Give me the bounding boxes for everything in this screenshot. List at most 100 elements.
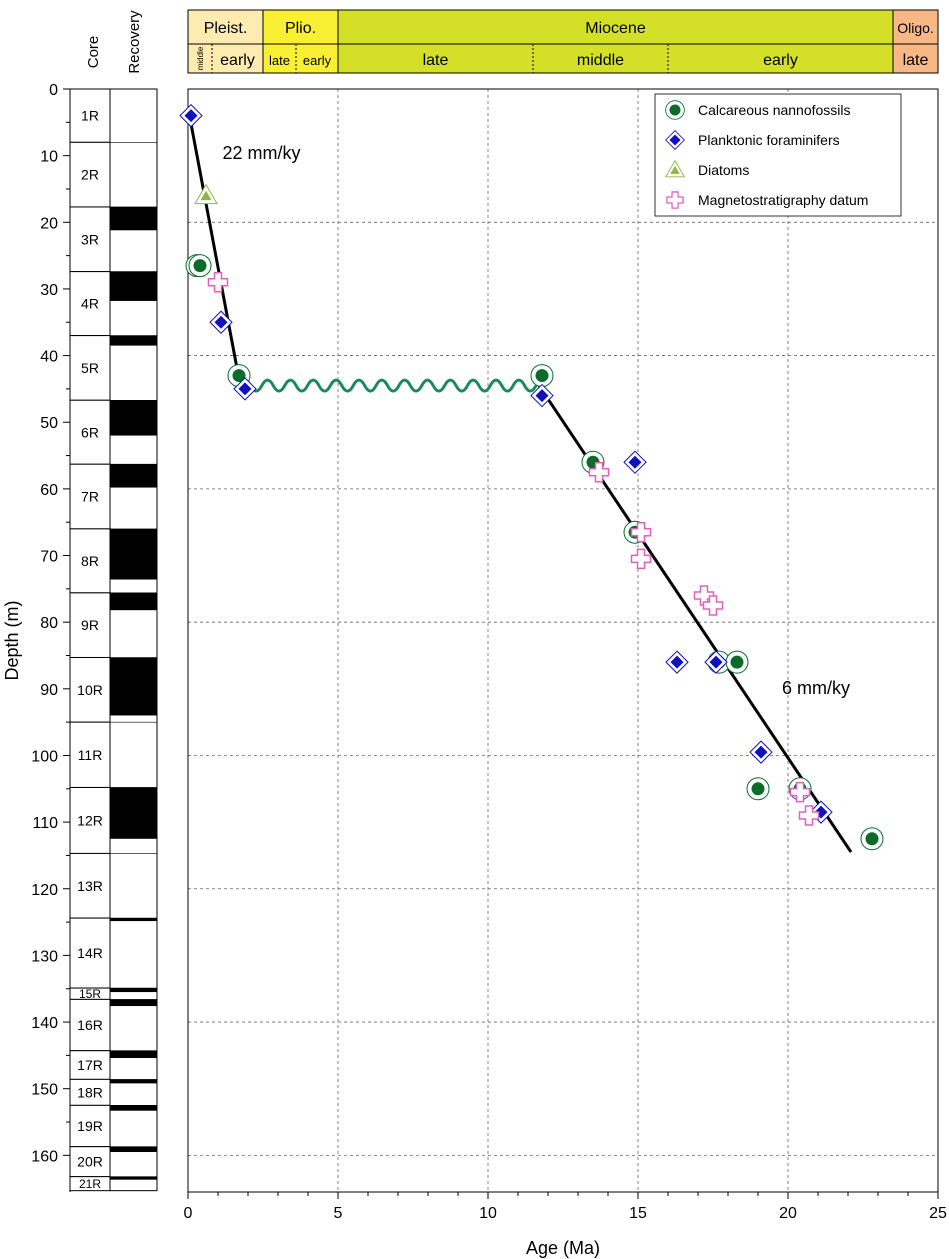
core-interval [69, 271, 111, 337]
marker-fill [669, 104, 681, 116]
y-tick-label: 50 [40, 415, 58, 432]
hiatus-wavy-line [237, 378, 538, 393]
data-point-diamond [665, 650, 689, 674]
y-axis-label: Depth (m) [2, 600, 22, 680]
y-axis: 0 10 20 30 40 50 60 70 80 90 100 110 120 130 140 150 160 [31, 82, 71, 1192]
epoch-band [892, 9, 939, 74]
recovered-interval [110, 1079, 157, 1084]
recovery-frame [109, 88, 158, 1192]
data-point-cross [630, 521, 652, 543]
core-label: 7R [81, 489, 99, 505]
legend-marker-triangle [664, 159, 686, 178]
marker-fill [754, 745, 768, 759]
sedimentation-rate-label: 22 mm/ky [223, 143, 301, 163]
recovered-interval [110, 1050, 157, 1059]
marker-outline [588, 461, 610, 483]
recovered-interval [110, 1105, 157, 1111]
marker-fill [670, 655, 684, 669]
recovered-interval [110, 999, 157, 1007]
y-tick-label: 0 [49, 82, 58, 99]
marker-fill [232, 369, 246, 383]
recovered-interval [110, 1146, 157, 1153]
recovered-interval [110, 1176, 157, 1180]
data-point-circle [746, 777, 770, 801]
recovered-interval [110, 400, 157, 436]
marker-fill [193, 259, 207, 273]
marker-fill [628, 455, 642, 469]
core-column-header: Core [85, 36, 102, 69]
x-tick-label: 0 [184, 1205, 193, 1222]
recovery-column-header: Recovery [126, 10, 143, 74]
recovered-interval [110, 988, 157, 993]
marker-fill [184, 109, 198, 123]
epoch-band [337, 9, 894, 74]
recovery-column [109, 88, 158, 1192]
marker-outline [630, 521, 652, 543]
core-interval [69, 528, 111, 594]
marker-fill [238, 382, 252, 396]
marker-fill [730, 655, 744, 669]
x-tick-label: 20 [779, 1205, 797, 1222]
legend-label: Planktonic foraminifers [698, 132, 840, 148]
data-point-cross [798, 805, 820, 826]
data-point-diamond [233, 377, 257, 401]
subdivision-label: early [763, 52, 798, 69]
y-tick-label: 110 [32, 815, 58, 832]
y-tick-label: 160 [31, 1148, 58, 1165]
data-point-diamond [179, 103, 203, 128]
epoch-band [187, 9, 264, 74]
core-label: 17R [77, 1057, 103, 1073]
core-label: 6R [81, 424, 99, 440]
x-axis: 0 5 10 15 20 25 [184, 1192, 947, 1222]
x-tick-label: 15 [629, 1205, 647, 1222]
core-label: 12R [77, 812, 103, 828]
legend-label: Magnetostratigraphy datum [698, 192, 868, 208]
sedimentation-rate-line [188, 115, 241, 380]
data-point-diamond [704, 650, 728, 674]
legend-marker-circle [665, 100, 685, 120]
subdivision-label: early [303, 53, 332, 68]
marker-outline [789, 781, 811, 803]
core-label: 2R [81, 167, 99, 183]
data-point-circle [188, 254, 212, 278]
core-interval [69, 592, 111, 658]
core-interval [69, 463, 111, 530]
subdivision-label: late [903, 52, 929, 69]
y-tick-label: 120 [31, 882, 58, 899]
core-interval [69, 917, 111, 989]
core-label: 8R [81, 553, 99, 569]
recovered-interval [110, 918, 157, 922]
subdivision-label: late [269, 53, 290, 68]
recovered-interval [110, 528, 157, 580]
marker-fill [214, 315, 228, 329]
data-point-triangle [194, 183, 218, 205]
y-tick-label: 130 [31, 948, 58, 965]
data-point-circle [725, 650, 749, 674]
subdivision-label: middle [577, 52, 624, 69]
y-tick-label: 150 [31, 1082, 58, 1099]
data-point-circle [530, 364, 554, 388]
core-interval [69, 852, 111, 919]
recovered-interval [110, 271, 157, 301]
x-tick-label: 10 [479, 1205, 497, 1222]
legend-label: Calcareous nannofossils [698, 102, 851, 118]
core-label: 9R [81, 617, 99, 633]
legend-marker-diamond [665, 130, 685, 150]
trend-lines [188, 115, 853, 853]
core-label: 15R [79, 987, 101, 1001]
plot-frame [187, 88, 939, 1193]
data-point-cross [588, 461, 610, 483]
core-label: 10R [77, 682, 103, 698]
recovered-interval [110, 592, 157, 611]
y-tick-label: 60 [40, 482, 58, 499]
marker-outline [798, 805, 820, 826]
legend: Calcareous nannofossils Planktonic forami… [654, 93, 902, 217]
core-interval [69, 399, 111, 465]
legend-frame [654, 93, 902, 217]
marker-fill [535, 389, 549, 403]
data-point-diamond [623, 450, 647, 474]
epoch-band [262, 9, 339, 74]
data-point-diamond [209, 310, 233, 334]
marker-outline [666, 191, 684, 209]
marker-fill [865, 832, 879, 846]
